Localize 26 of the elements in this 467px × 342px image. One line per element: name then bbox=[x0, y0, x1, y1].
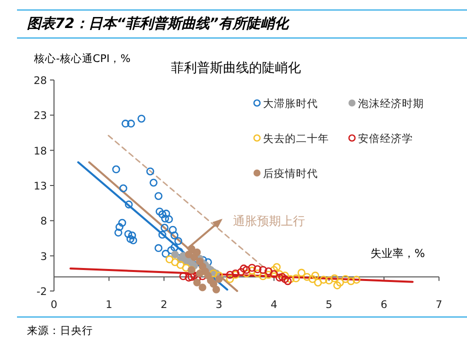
y-tick-label: 8 bbox=[40, 216, 47, 228]
x-tick-label: 2 bbox=[160, 299, 168, 311]
y-tick-label: 28 bbox=[34, 75, 47, 87]
legend-label: 安倍经济学 bbox=[358, 132, 413, 145]
x-tick-label: 5 bbox=[326, 299, 332, 311]
y-tick-label: 13 bbox=[34, 180, 47, 192]
x-tick-label: 4 bbox=[270, 299, 278, 311]
y-tick-label: 23 bbox=[34, 110, 47, 122]
y-tick-label: 18 bbox=[34, 145, 47, 158]
source-note: 来源：日央行 bbox=[27, 324, 93, 337]
chart-title: 图表72：日本“菲利普斯曲线”有所陡峭化 bbox=[27, 15, 291, 32]
x-axis-title: 失业率，% bbox=[370, 247, 425, 260]
x-tick-label: 3 bbox=[216, 299, 222, 311]
y-tick-label: 3 bbox=[40, 250, 47, 263]
y-axis-title: 核心-核心通CPI，% bbox=[33, 52, 131, 65]
x-tick-label: 1 bbox=[106, 299, 112, 311]
chart-subtitle: 菲利普斯曲线的陡峭化 bbox=[171, 60, 301, 76]
legend-label: 后疫情时代 bbox=[263, 167, 318, 180]
x-tick-label: 6 bbox=[380, 299, 388, 311]
legend-label: 失去的二十年 bbox=[263, 132, 329, 145]
legend-label: 大滞胀时代 bbox=[263, 97, 318, 110]
legend-label: 泡沫经济时期 bbox=[358, 97, 424, 110]
annotation: 通胀预期上行 bbox=[233, 214, 305, 228]
x-tick-label: 0 bbox=[50, 299, 58, 311]
x-tick-label: 7 bbox=[436, 299, 442, 311]
y-tick-label: -2 bbox=[36, 286, 47, 298]
